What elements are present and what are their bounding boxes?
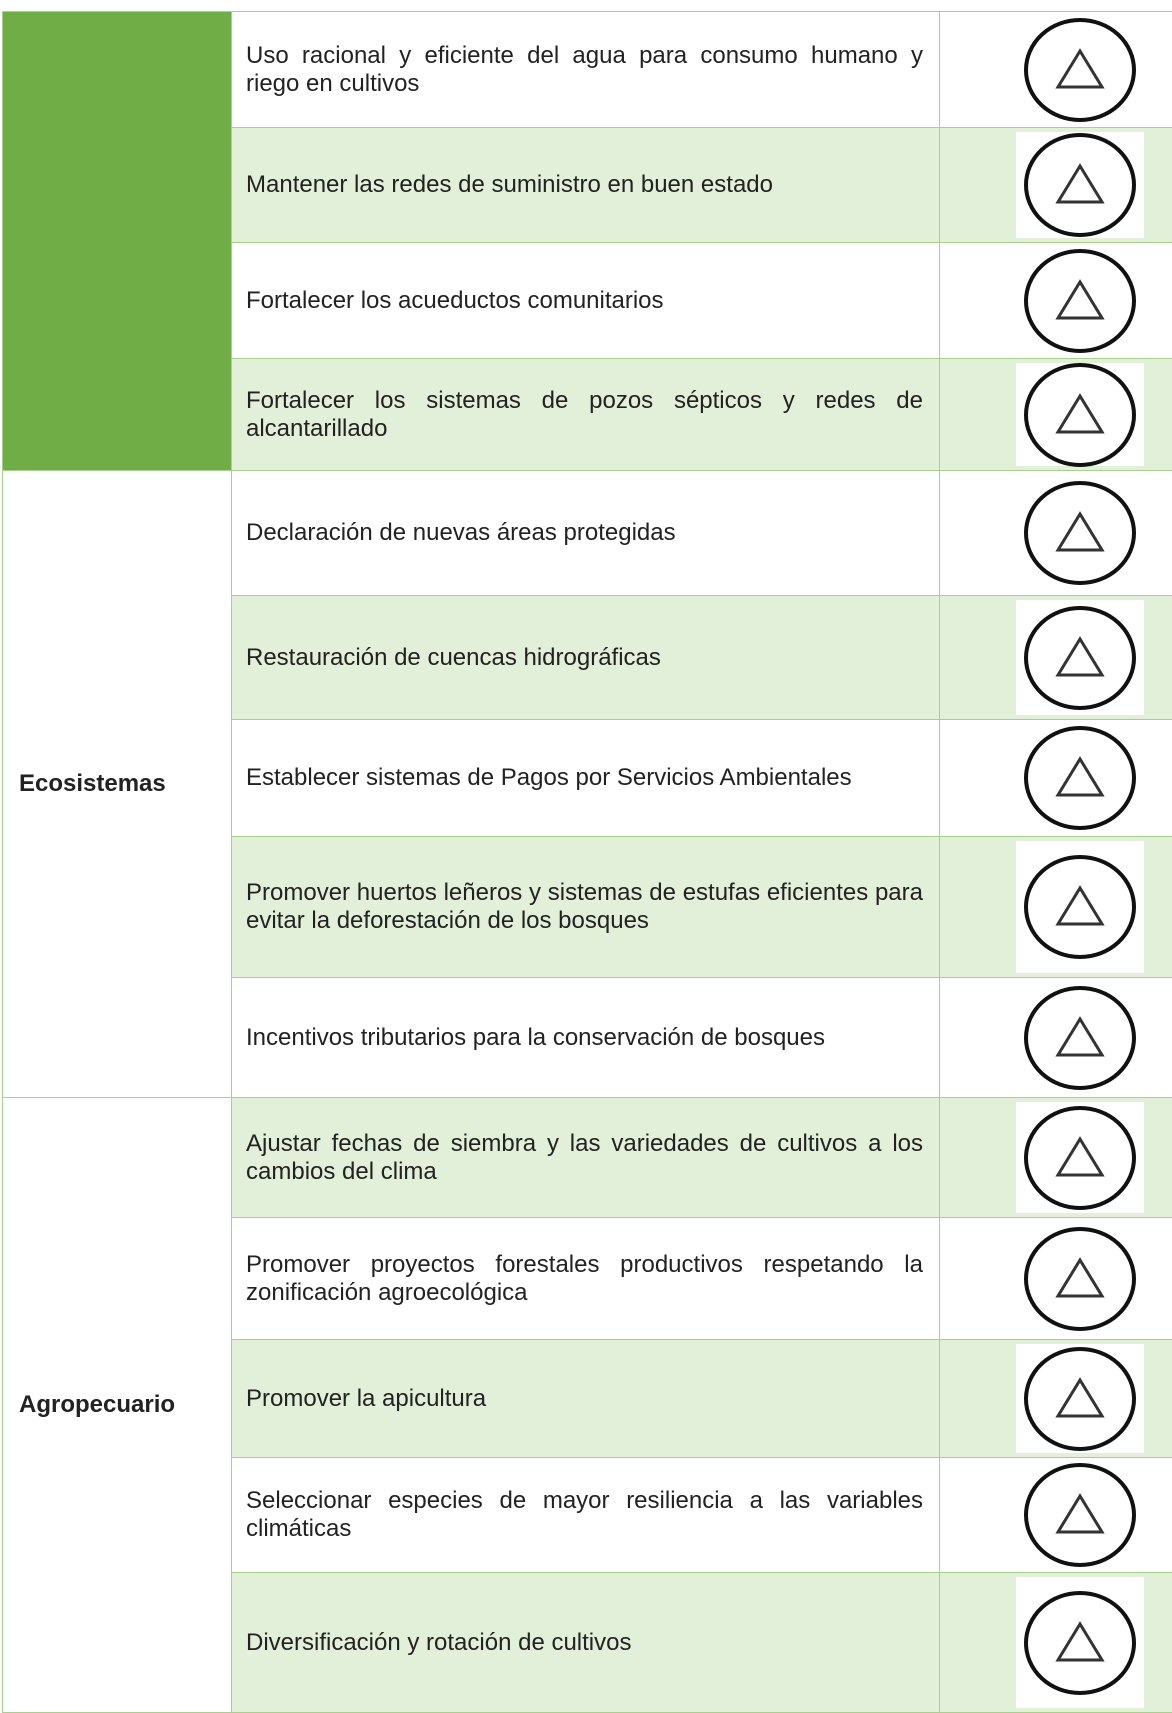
measure-text: Promover la apicultura [232, 1340, 940, 1458]
icon-glyph [1058, 1139, 1102, 1175]
icon-glyph [1058, 51, 1102, 87]
icon-glyph [1058, 1019, 1102, 1055]
measure-text: Establecer sistemas de Pagos por Servici… [232, 720, 940, 837]
icon-cell [940, 128, 1172, 243]
icon-cell [940, 471, 1172, 596]
icon [1022, 1462, 1138, 1568]
icon-circle [1026, 135, 1134, 235]
icon-cell [940, 1218, 1172, 1340]
icon-circle [1026, 365, 1134, 465]
icon-box [1016, 475, 1144, 591]
icon-box [1016, 363, 1144, 466]
icon-glyph [1058, 1260, 1102, 1296]
icon-box [1016, 247, 1144, 354]
icon-glyph [1058, 396, 1102, 432]
icon-circle [1026, 1465, 1134, 1565]
icon [1022, 854, 1138, 960]
measures-table: Uso racional y eficiente del agua para c… [2, 11, 1172, 1713]
measure-text: Fortalecer los sistemas de pozos séptico… [232, 359, 940, 471]
icon-circle [1026, 1229, 1134, 1329]
icon [1022, 132, 1138, 238]
measure-text: Uso racional y eficiente del agua para c… [232, 12, 940, 128]
measure-text: Promover proyectos forestales productivo… [232, 1218, 940, 1340]
measure-text: Declaración de nuevas áreas protegidas [232, 471, 940, 596]
icon [1022, 725, 1138, 831]
icon-box [1016, 1102, 1144, 1213]
icon-cell [940, 12, 1172, 128]
icon-box [1016, 1344, 1144, 1453]
measure-text: Seleccionar especies de mayor resilienci… [232, 1458, 940, 1573]
icon-circle [1026, 1349, 1134, 1449]
group-cell: Agropecuario [3, 1098, 232, 1713]
icon [1022, 362, 1138, 468]
icon-circle [1026, 251, 1134, 351]
icon-box [1016, 600, 1144, 715]
icon-box [1016, 724, 1144, 832]
icon-circle [1026, 20, 1134, 120]
icon-box [1016, 1462, 1144, 1568]
measure-text: Incentivos tributarios para la conservac… [232, 978, 940, 1098]
icon-glyph [1058, 639, 1102, 675]
icon [1022, 17, 1138, 123]
icon-box [1016, 132, 1144, 238]
icon-circle [1026, 728, 1134, 828]
icon-glyph [1058, 1380, 1102, 1416]
icon-cell [940, 243, 1172, 359]
measure-text: Mantener las redes de suministro en buen… [232, 128, 940, 243]
icon-circle [1026, 1108, 1134, 1208]
icon-box [1016, 1577, 1144, 1708]
icon-box [1016, 16, 1144, 123]
icon-cell [940, 1098, 1172, 1218]
icon-circle [1026, 483, 1134, 583]
measure-text: Fortalecer los acueductos comunitarios [232, 243, 940, 359]
icon [1022, 1226, 1138, 1332]
icon-glyph [1058, 514, 1102, 550]
icon [1022, 248, 1138, 354]
icon-glyph [1058, 1624, 1102, 1660]
icon-cell [940, 1340, 1172, 1458]
icon-box [1016, 841, 1144, 973]
group-cell: Ecosistemas [3, 471, 232, 1098]
icon [1022, 605, 1138, 711]
measure-text: Ajustar fechas de siembra y las variedad… [232, 1098, 940, 1218]
icon-glyph [1058, 888, 1102, 924]
measure-text: Restauración de cuencas hidrográficas [232, 596, 940, 720]
icon-cell [940, 1458, 1172, 1573]
icon [1022, 1346, 1138, 1452]
icon [1022, 985, 1138, 1091]
icon-box [1016, 982, 1144, 1093]
icon-box [1016, 1222, 1144, 1335]
icon [1022, 480, 1138, 586]
icon-cell [940, 720, 1172, 837]
icon-cell [940, 1573, 1172, 1713]
icon-circle [1026, 608, 1134, 708]
measure-text: Promover huertos leñeros y sistemas de e… [232, 837, 940, 978]
group-cell [3, 12, 232, 471]
icon-circle [1026, 988, 1134, 1088]
icon-glyph [1058, 166, 1102, 202]
icon-glyph [1058, 282, 1102, 318]
icon [1022, 1590, 1138, 1696]
icon-cell [940, 359, 1172, 471]
icon-glyph [1058, 1496, 1102, 1532]
icon-circle [1026, 857, 1134, 957]
icon [1022, 1105, 1138, 1211]
icon-cell [940, 978, 1172, 1098]
icon-cell [940, 837, 1172, 978]
icon-cell [940, 596, 1172, 720]
icon-circle [1026, 1593, 1134, 1693]
icon-glyph [1058, 759, 1102, 795]
measure-text: Diversificación y rotación de cultivos [232, 1573, 940, 1713]
table-row: Uso racional y eficiente del agua para c… [3, 12, 1172, 128]
